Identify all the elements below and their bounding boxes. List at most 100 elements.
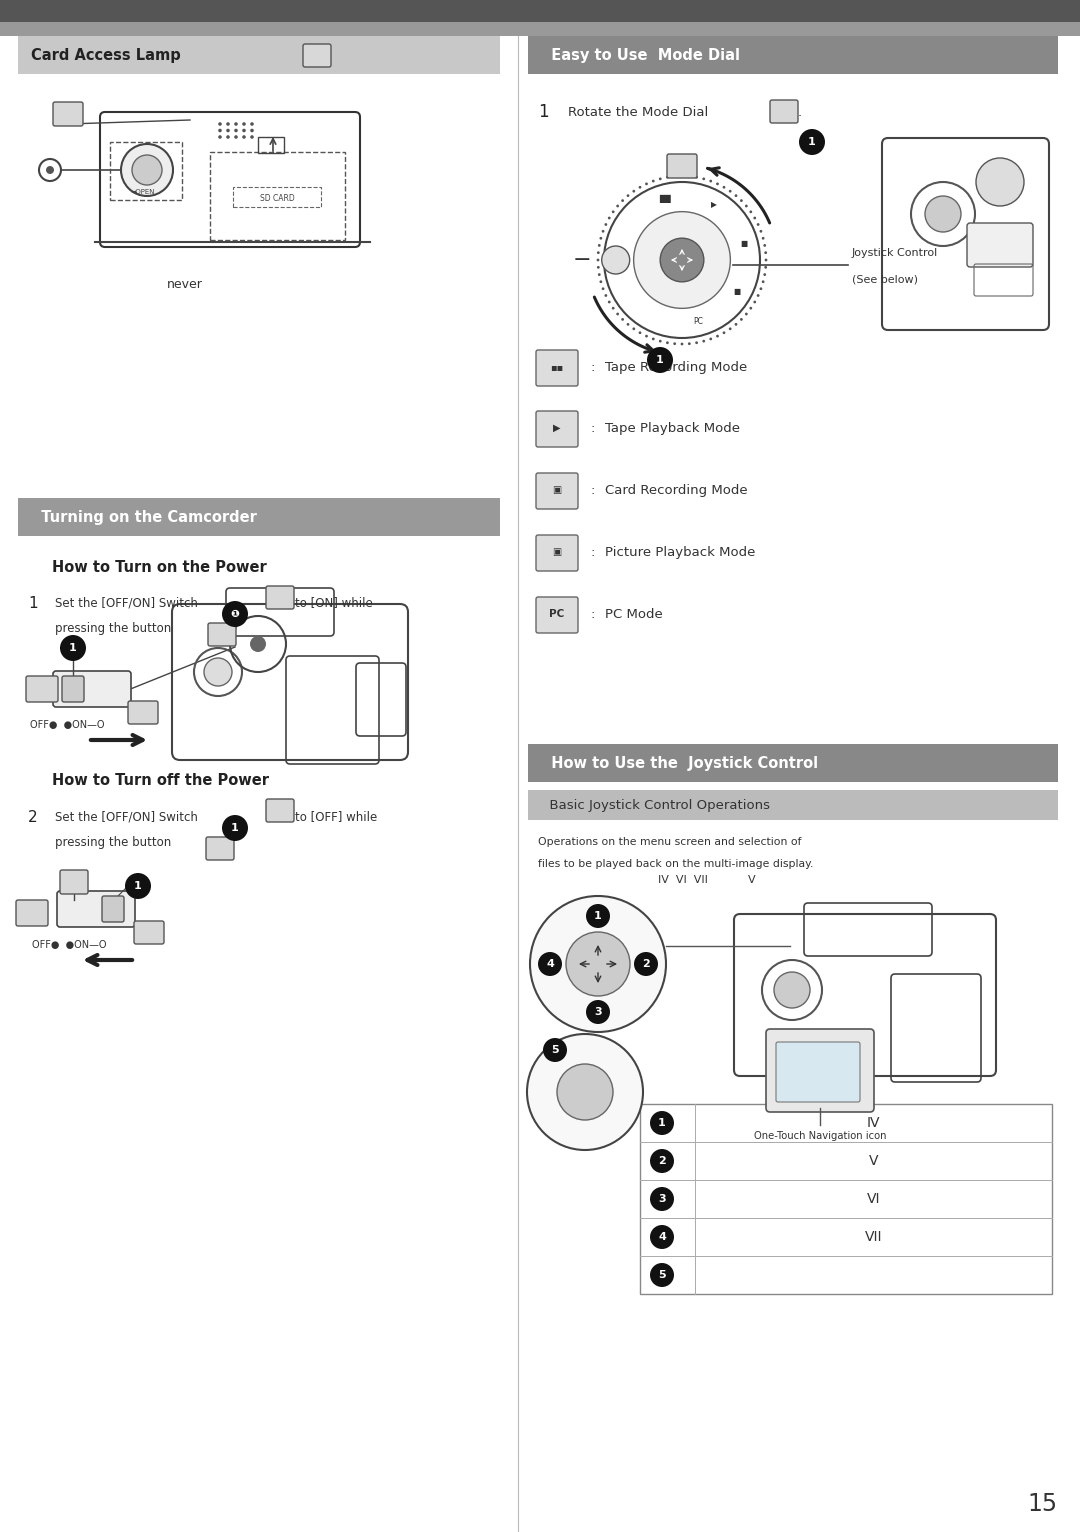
Text: 1: 1	[538, 103, 549, 121]
Circle shape	[696, 176, 698, 179]
FancyBboxPatch shape	[770, 100, 798, 123]
Circle shape	[251, 129, 254, 132]
Circle shape	[754, 216, 756, 219]
Text: pressing the button: pressing the button	[55, 622, 172, 634]
Circle shape	[696, 342, 698, 345]
Circle shape	[647, 348, 673, 372]
Text: 3: 3	[658, 1193, 665, 1204]
Bar	[0, 0, 1080, 21]
Circle shape	[605, 294, 607, 297]
Text: Easy to Use  Mode Dial: Easy to Use Mode Dial	[541, 47, 740, 63]
Circle shape	[125, 873, 151, 899]
Text: 1: 1	[657, 355, 664, 365]
Circle shape	[764, 244, 766, 247]
Circle shape	[626, 195, 630, 198]
Text: .: .	[798, 106, 802, 118]
Circle shape	[723, 185, 726, 188]
Circle shape	[242, 135, 246, 139]
Circle shape	[605, 224, 607, 225]
FancyBboxPatch shape	[26, 676, 58, 702]
Text: pressing the button: pressing the button	[55, 836, 172, 849]
FancyBboxPatch shape	[667, 155, 697, 178]
Text: Picture Playback Mode: Picture Playback Mode	[605, 545, 755, 559]
Text: to [ON] while: to [ON] while	[295, 596, 373, 610]
Circle shape	[924, 196, 961, 231]
Text: Turning on the Camcorder: Turning on the Camcorder	[31, 510, 257, 524]
Bar	[18, 35, 500, 74]
FancyBboxPatch shape	[266, 800, 294, 823]
Circle shape	[774, 971, 810, 1008]
Circle shape	[599, 237, 603, 239]
Circle shape	[621, 199, 624, 202]
Text: VI: VI	[867, 1192, 880, 1206]
Circle shape	[764, 273, 766, 276]
FancyBboxPatch shape	[53, 103, 83, 126]
Circle shape	[617, 205, 619, 207]
Circle shape	[750, 306, 752, 309]
Circle shape	[710, 337, 712, 340]
Circle shape	[121, 144, 173, 196]
Text: 1: 1	[231, 823, 239, 833]
Circle shape	[132, 155, 162, 185]
Text: 2: 2	[643, 959, 650, 970]
FancyBboxPatch shape	[102, 896, 124, 922]
Circle shape	[586, 1000, 610, 1023]
Circle shape	[634, 211, 730, 308]
Circle shape	[633, 328, 635, 331]
FancyBboxPatch shape	[208, 624, 237, 647]
Text: :: :	[590, 484, 594, 496]
Circle shape	[226, 123, 230, 126]
Text: Tape Playback Mode: Tape Playback Mode	[605, 421, 740, 435]
Text: ▣: ▣	[552, 486, 562, 495]
Text: Operations on the menu screen and selection of: Operations on the menu screen and select…	[538, 836, 801, 847]
Circle shape	[710, 179, 712, 182]
Circle shape	[645, 182, 648, 185]
Text: ▣: ▣	[552, 547, 562, 558]
FancyBboxPatch shape	[129, 702, 158, 725]
Circle shape	[602, 247, 630, 274]
FancyBboxPatch shape	[536, 535, 578, 571]
FancyBboxPatch shape	[16, 899, 48, 925]
Text: ◄OPEN: ◄OPEN	[131, 188, 156, 195]
Text: Set the [OFF/ON] Switch: Set the [OFF/ON] Switch	[55, 810, 198, 823]
Circle shape	[242, 129, 246, 132]
Text: OFF●  ●ON—O: OFF● ●ON—O	[30, 720, 105, 731]
FancyBboxPatch shape	[777, 1042, 860, 1102]
Circle shape	[652, 337, 654, 340]
Circle shape	[538, 951, 562, 976]
Circle shape	[611, 210, 615, 213]
Circle shape	[976, 158, 1024, 205]
Circle shape	[599, 280, 603, 283]
Text: ■: ■	[733, 288, 741, 297]
FancyBboxPatch shape	[60, 870, 87, 895]
Circle shape	[650, 1226, 674, 1249]
Text: 2: 2	[28, 810, 38, 826]
Bar	[528, 791, 1058, 820]
Circle shape	[765, 267, 767, 268]
Circle shape	[673, 175, 676, 178]
Text: PC: PC	[693, 317, 703, 326]
FancyBboxPatch shape	[303, 44, 330, 67]
Text: Set the [OFF/ON] Switch: Set the [OFF/ON] Switch	[55, 596, 198, 610]
Circle shape	[611, 306, 615, 309]
Circle shape	[222, 815, 248, 841]
Text: ██: ██	[660, 193, 672, 202]
Circle shape	[242, 123, 246, 126]
Text: 4: 4	[658, 1232, 666, 1242]
Circle shape	[680, 343, 684, 345]
Circle shape	[757, 294, 759, 297]
Circle shape	[688, 342, 691, 345]
Circle shape	[608, 300, 610, 303]
Text: to [OFF] while: to [OFF] while	[295, 810, 377, 823]
Circle shape	[666, 342, 669, 345]
FancyBboxPatch shape	[53, 671, 131, 706]
FancyBboxPatch shape	[134, 921, 164, 944]
Circle shape	[754, 300, 756, 303]
Circle shape	[222, 601, 248, 627]
Text: How to Use the  Joystick Control: How to Use the Joystick Control	[541, 755, 819, 771]
Text: :: :	[590, 608, 594, 620]
Circle shape	[566, 931, 630, 996]
Circle shape	[633, 190, 635, 193]
Text: Card Recording Mode: Card Recording Mode	[605, 484, 747, 496]
Text: 1: 1	[594, 912, 602, 921]
